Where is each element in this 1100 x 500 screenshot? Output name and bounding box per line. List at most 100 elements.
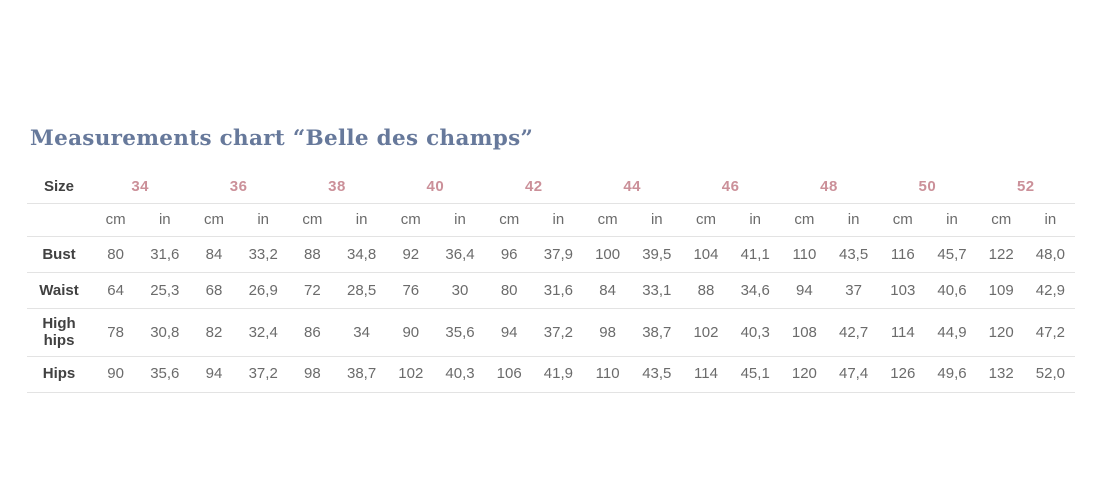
value-cell: 40,3 [445,365,475,383]
value-cell: 100 [595,245,621,263]
value-cell: 47,2 [1035,323,1065,341]
value-cell: 25,3 [150,281,180,299]
table-row: High hips 78 30,8 82 32,4 86 34 90 35,6 94 37,2 98 3… [27,309,1075,357]
value-cell: 64 [107,281,124,299]
value-cell: 114 [694,365,718,383]
value-cell: 126 [890,365,916,383]
unit-cm-label: cm [203,211,224,229]
value-cell: 36,4 [445,245,475,263]
size-header-38: 38 [328,177,346,195]
value-cell: 37 [845,281,862,299]
value-cell: 41,1 [740,245,770,263]
unit-cm-label: cm [695,211,716,229]
unit-cm-label: cm [302,211,323,229]
page-title: Measurements chart “Belle des champs” [30,126,534,151]
value-cell: 104 [693,245,719,263]
value-cell: 90 [107,365,124,383]
value-cell: 90 [402,323,420,341]
table-row: Waist 64 25,3 68 26,9 72 28,5 76 30 80 31,6 84 33,1 8… [27,273,1075,309]
value-cell: 92 [402,245,420,263]
value-cell: 120 [791,365,817,383]
value-cell: 42,7 [838,323,869,341]
value-cell: 94 [500,323,518,341]
value-cell: 35,6 [150,365,180,383]
size-header-36: 36 [229,177,248,195]
unit-cm-label: cm [499,211,520,229]
size-header-42: 42 [524,177,543,195]
value-cell: 102 [398,365,424,383]
value-cell: 45,7 [937,245,967,263]
value-cell: 68 [205,281,223,299]
value-cell: 84 [599,281,616,299]
value-cell: 98 [304,365,321,383]
value-cell: 30 [451,281,469,299]
value-cell: 44,9 [937,323,967,341]
unit-in-label: in [552,211,565,229]
unit-in-label: in [355,211,368,229]
value-cell: 38,7 [346,365,377,383]
value-cell: 94 [205,365,223,383]
value-cell: 33,1 [642,281,672,299]
value-cell: 98 [599,323,616,341]
value-cell: 30,8 [150,323,180,341]
value-cell: 110 [792,245,817,263]
value-cell: 48,0 [1035,245,1065,263]
value-cell: 88 [304,245,321,263]
unit-in-label: in [650,211,663,229]
size-header-34: 34 [131,177,150,195]
value-cell: 34,8 [346,245,377,263]
value-cell: 114 [890,323,915,341]
row-label: High hips [42,315,76,350]
size-header-row: Size 34 36 38 40 42 44 46 48 50 52 [27,170,1075,204]
value-cell: 86 [304,323,321,341]
value-cell: 76 [402,281,420,299]
value-cell: 31,6 [543,281,573,299]
value-cell: 96 [500,245,518,263]
value-cell: 38,7 [642,323,672,341]
value-cell: 32,4 [248,323,278,341]
measurements-table: Size 34 36 38 40 42 44 46 48 50 52 cm in cm in cm in cm… [27,170,1075,393]
unit-in-label: in [946,211,958,229]
value-cell: 72 [304,281,321,299]
size-header-44: 44 [623,177,642,195]
value-cell: 52,0 [1035,365,1065,383]
value-cell: 120 [988,323,1014,341]
unit-in-label: in [749,211,762,229]
unit-in-label: in [1044,211,1057,229]
value-cell: 47,4 [838,365,869,383]
size-header-46: 46 [721,177,740,195]
row-label: Bust [42,245,76,263]
value-cell: 37,2 [543,323,573,341]
unit-cm-label: cm [892,211,913,229]
unit-cm-label: cm [105,211,126,229]
value-cell: 49,6 [937,365,967,383]
value-cell: 34,6 [740,281,770,299]
value-cell: 116 [890,245,915,263]
size-header-50: 50 [918,177,937,195]
row-label: Hips [42,365,76,383]
value-cell: 82 [205,323,223,341]
value-cell: 40,3 [740,323,770,341]
value-cell: 80 [107,245,124,263]
value-cell: 122 [988,245,1014,263]
unit-cm-label: cm [597,211,618,229]
size-header-48: 48 [820,177,838,195]
value-cell: 37,2 [248,365,278,383]
value-cell: 106 [496,365,522,383]
unit-cm-label: cm [400,211,421,229]
value-cell: 94 [796,281,813,299]
size-label: Size [43,177,74,195]
value-cell: 42,9 [1035,281,1065,299]
value-cell: 110 [595,365,620,383]
value-cell: 80 [500,281,518,299]
unit-in-label: in [454,211,466,229]
value-cell: 45,1 [740,365,770,383]
value-cell: 108 [791,323,817,341]
value-cell: 84 [205,245,223,263]
value-cell: 109 [988,281,1014,299]
value-cell: 40,6 [937,281,967,299]
size-header-40: 40 [426,177,445,195]
measurements-page: Measurements chart “Belle des champs” Si… [27,126,1075,393]
value-cell: 132 [988,365,1014,383]
unit-cm-label: cm [991,211,1012,229]
